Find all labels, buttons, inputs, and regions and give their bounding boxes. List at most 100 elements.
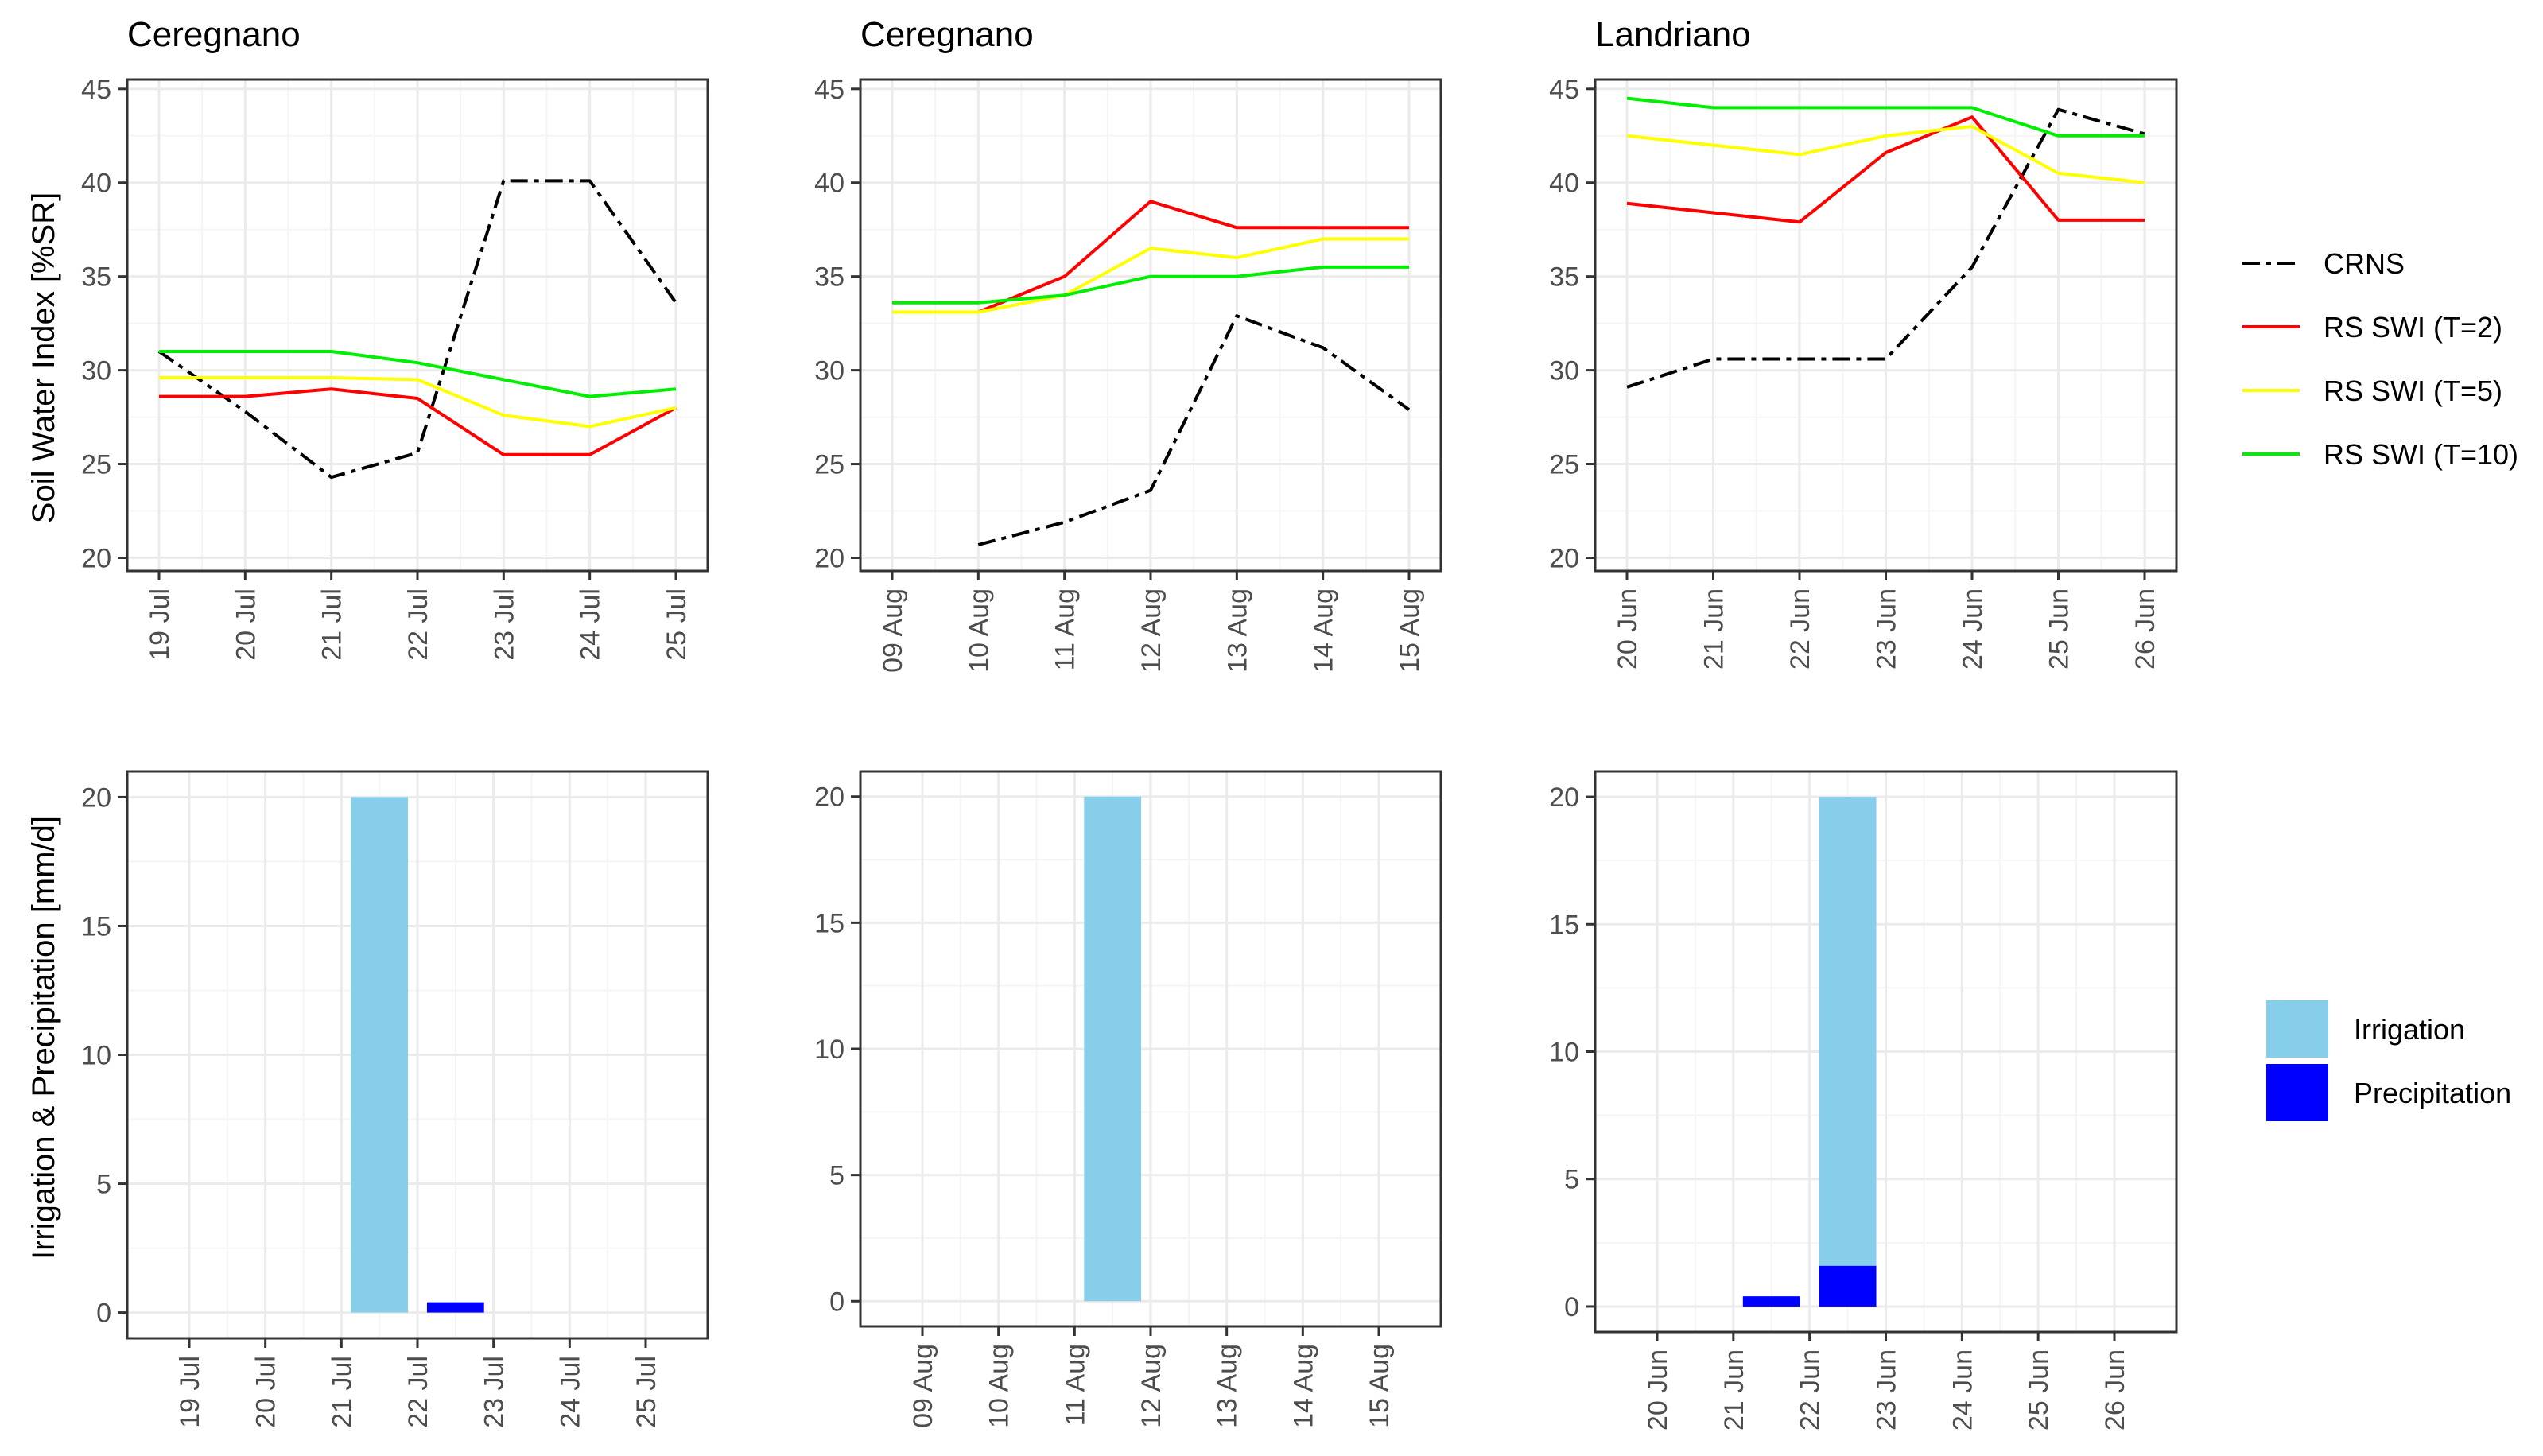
x-tick-label: 23 Jul [489, 588, 519, 661]
y-tick-label: 20 [1549, 543, 1579, 573]
x-tick-label: 13 Aug [1213, 1344, 1243, 1428]
x-tick-label: 22 Jun [1796, 1349, 1826, 1431]
panel-title: Landriano [1595, 15, 1751, 54]
x-tick-label: 23 Jul [479, 1356, 510, 1428]
panel-title: Ceregnano [127, 15, 301, 54]
x-tick-label: 10 Aug [964, 588, 994, 673]
y-tick-label: 20 [81, 782, 111, 813]
x-tick-label: 23 Jun [1872, 588, 1902, 670]
legend-entry-precipitation: Precipitation [2266, 1064, 2511, 1121]
y-tick-label: 5 [96, 1170, 111, 1200]
series-line-crns [1626, 107, 2145, 389]
plot-area: 20 25 30 35 40 45 09 Aug 10 Aug 11 Aug 12 Aug 13 A… [814, 75, 1442, 673]
bar-precipitation [1819, 1265, 1877, 1307]
y-axis-title: Irrigation & Precipitation [mm/d] [26, 816, 61, 1260]
x-tick-label: 24 Jun [1958, 588, 1988, 670]
y-tick-label: 15 [81, 911, 111, 942]
legend-entry-irrigation: Irrigation [2266, 1000, 2465, 1058]
y-axis-title: Soil Water Index [%SR] [26, 192, 61, 523]
y-tick-label: 5 [829, 1161, 844, 1191]
series-line-crns [977, 314, 1411, 546]
panel-title: Ceregnano [860, 15, 1034, 54]
y-tick-label: 20 [814, 782, 844, 813]
panel-landriano-swi: Landriano 20 25 30 35 40 45 20 Jun 21 Jun 22 Jun… [1549, 15, 2178, 670]
x-tick-label: 14 Aug [1309, 588, 1339, 673]
y-tick-label: 40 [81, 169, 111, 199]
y-tick-label: 20 [814, 543, 844, 573]
x-tick-label: 12 Aug [1136, 1344, 1167, 1428]
legend-entry-swi-t2: RS SWI (T=2) [2242, 311, 2502, 344]
y-tick-label: 10 [1549, 1038, 1579, 1068]
y-tick-label: 15 [814, 908, 844, 938]
bar-precipitation [1742, 1296, 1800, 1307]
y-tick-label: 0 [1564, 1292, 1579, 1322]
x-tick-label: 13 Aug [1222, 588, 1252, 673]
series-line-swi_t10 [1626, 96, 2145, 138]
legend-label: Precipitation [2354, 1077, 2511, 1109]
y-tick-label: 10 [81, 1041, 111, 1071]
series-line-swi_t5 [159, 376, 677, 429]
legend-bars: Irrigation Precipitation [2266, 1000, 2511, 1121]
series-line-swi_t10 [159, 350, 677, 398]
x-tick-label: 21 Jul [327, 1356, 357, 1428]
series-line-swi_t5 [1626, 125, 2145, 184]
x-tick-label: 21 Jun [1719, 1349, 1749, 1431]
legend-label: Irrigation [2354, 1013, 2465, 1046]
x-tick-label: 25 Jun [2044, 588, 2075, 670]
y-tick-label: 20 [81, 543, 111, 573]
x-tick-label: 25 Jun [2024, 1349, 2054, 1431]
y-tick-label: 10 [814, 1035, 844, 1065]
legend-label: RS SWI (T=10) [2324, 438, 2518, 471]
y-tick-label: 20 [1549, 782, 1579, 813]
x-tick-label: 25 Jul [631, 1356, 662, 1428]
y-tick-label: 25 [1549, 450, 1579, 480]
x-tick-label: 26 Jun [2100, 1349, 2130, 1431]
panel-ceregnano-aug-bars: 0 5 10 15 20 09 Aug 10 Aug 11 Aug 12 Aug 13 Aug 14… [814, 770, 1442, 1428]
x-tick-label: 20 Jul [231, 588, 261, 661]
x-tick-label: 15 Aug [1395, 588, 1425, 673]
y-tick-label: 30 [1549, 356, 1579, 386]
y-tick-label: 25 [81, 450, 111, 480]
bar-irrigation [1819, 797, 1877, 1266]
x-tick-label: 15 Aug [1365, 1344, 1395, 1428]
plot-area: 20 25 30 35 40 45 19 Jul 20 Jul 21 Jul 22 Jul 23 J… [81, 75, 709, 661]
plot-area: 20 25 30 35 40 45 20 Jun 21 Jun 22 Jun 23 Jun 24 J… [1549, 75, 2178, 670]
y-tick-label: 35 [81, 262, 111, 293]
y-tick-label: 15 [1549, 910, 1579, 940]
legend-entry-swi-t5: RS SWI (T=5) [2242, 375, 2502, 407]
y-tick-label: 0 [829, 1287, 844, 1317]
panel-ceregnano-jul-swi: Ceregnano Soil Water Index [%SR] 20 25 30 3… [26, 15, 709, 661]
x-tick-label: 22 Jul [403, 588, 433, 661]
x-tick-label: 23 Jun [1872, 1349, 1902, 1431]
panel-landriano-bars: 0 5 10 15 20 20 Jun 21 Jun 22 Jun 23 Jun 24 Jun 25… [1549, 770, 2178, 1431]
panel-ceregnano-aug-swi: Ceregnano 20 25 30 35 40 45 09 Aug 10 Aug 11 Aug… [814, 15, 1442, 673]
y-tick-label: 30 [814, 356, 844, 386]
series-line-swi_t5 [892, 237, 1409, 314]
x-tick-label: 09 Aug [908, 1344, 938, 1428]
panel-ceregnano-jul-bars: Irrigation & Precipitation [mm/d] 0 5 10 15… [26, 770, 709, 1428]
x-tick-label: 22 Jul [403, 1356, 433, 1428]
x-tick-label: 20 Jul [251, 1356, 281, 1428]
y-tick-label: 30 [81, 356, 111, 386]
x-tick-label: 09 Aug [878, 588, 908, 673]
x-tick-label: 25 Jul [662, 588, 692, 661]
plot-area: 0 5 10 15 20 19 Jul 20 Jul 21 Jul 22 Jul 23 Jul 24… [81, 770, 709, 1428]
x-tick-label: 22 Jun [1785, 588, 1815, 670]
x-tick-label: 26 Jun [2130, 588, 2161, 670]
legend-label: RS SWI (T=2) [2324, 311, 2502, 344]
x-tick-label: 21 Jun [1699, 588, 1730, 670]
series-line-swi_t2 [977, 200, 1409, 314]
x-tick-label: 11 Aug [1050, 588, 1081, 670]
y-tick-label: 45 [814, 75, 844, 105]
series-line-crns [157, 179, 677, 480]
y-tick-label: 0 [96, 1299, 111, 1329]
x-tick-label: 10 Aug [984, 1344, 1015, 1428]
series-line-swi_t2 [159, 387, 677, 456]
y-tick-label: 40 [814, 169, 844, 199]
legend-key-precipitation [2266, 1064, 2328, 1121]
legend-label: RS SWI (T=5) [2324, 375, 2502, 407]
plot-area: 0 5 10 15 20 20 Jun 21 Jun 22 Jun 23 Jun 24 Jun 25… [1549, 770, 2178, 1431]
y-tick-label: 45 [1549, 75, 1579, 105]
y-tick-label: 40 [1549, 169, 1579, 199]
